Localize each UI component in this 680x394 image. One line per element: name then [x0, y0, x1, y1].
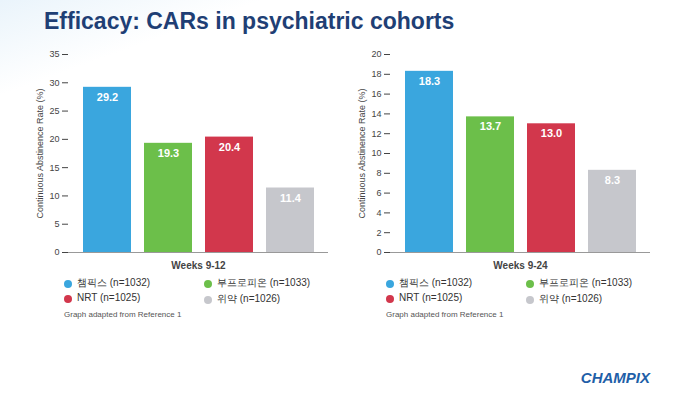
svg-text:14: 14: [371, 109, 381, 119]
svg-text:2: 2: [376, 228, 381, 238]
svg-text:5: 5: [54, 220, 59, 230]
svg-text:13.7: 13.7: [480, 121, 501, 133]
html-text:NRT (n=1025): NRT (n=1025): [399, 292, 463, 304]
svg-text:6: 6: [376, 188, 381, 198]
svg-text:11.4: 11.4: [280, 192, 302, 204]
html-text:부프로피온 (n=1033): 부프로피온 (n=1033): [539, 277, 633, 289]
svg-text:8: 8: [376, 169, 381, 179]
svg-text:12: 12: [371, 129, 381, 139]
html-text:Efficacy: CARs in psychiatric: Efficacy: CARs in psychiatric cohorts: [44, 8, 455, 34]
svg-text:Weeks 9-12: Weeks 9-12: [171, 260, 226, 271]
svg-text:25: 25: [49, 106, 59, 116]
svg-text:Weeks 9-24: Weeks 9-24: [493, 260, 548, 271]
html-text:부프로피온 (n=1033): 부프로피온 (n=1033): [217, 277, 311, 289]
html-text:NRT (n=1025): NRT (n=1025): [77, 292, 141, 304]
svg-text:Continuous Abstinence Rate (%): Continuous Abstinence Rate (%): [35, 89, 45, 219]
svg-text:16: 16: [371, 89, 381, 99]
html-text:챔픽스 (n=1032): 챔픽스 (n=1032): [399, 277, 473, 289]
svg-text:8.3: 8.3: [605, 174, 620, 186]
svg-text:30: 30: [49, 78, 59, 88]
html-text:위약 (n=1026): 위약 (n=1026): [217, 293, 281, 305]
svg-text:18: 18: [371, 70, 381, 80]
svg-text:10: 10: [49, 191, 59, 201]
svg-text:0: 0: [376, 248, 381, 258]
svg-text:15: 15: [49, 163, 59, 173]
svg-text:20.4: 20.4: [219, 141, 241, 153]
svg-text:20: 20: [49, 135, 59, 145]
svg-text:13.0: 13.0: [541, 128, 562, 140]
svg-text:19.3: 19.3: [158, 147, 179, 159]
html-text:Graph adapted from Reference 1: Graph adapted from Reference 1: [64, 310, 182, 320]
svg-text:35: 35: [49, 50, 59, 60]
html-text:CHAMPIX: CHAMPIX: [580, 369, 650, 386]
svg-text:0: 0: [54, 248, 59, 258]
html-text:챔픽스 (n=1032): 챔픽스 (n=1032): [77, 277, 151, 289]
svg-text:10: 10: [371, 149, 381, 159]
svg-text:4: 4: [376, 208, 381, 218]
svg-text:20: 20: [371, 50, 381, 60]
svg-text:Continuous Abstinence Rate (%): Continuous Abstinence Rate (%): [357, 89, 367, 219]
svg-text:18.3: 18.3: [419, 75, 440, 87]
html-text:위약 (n=1026): 위약 (n=1026): [539, 293, 603, 305]
html-text:Graph adapted from Reference 1: Graph adapted from Reference 1: [386, 310, 504, 320]
svg-text:29.2: 29.2: [97, 91, 118, 103]
